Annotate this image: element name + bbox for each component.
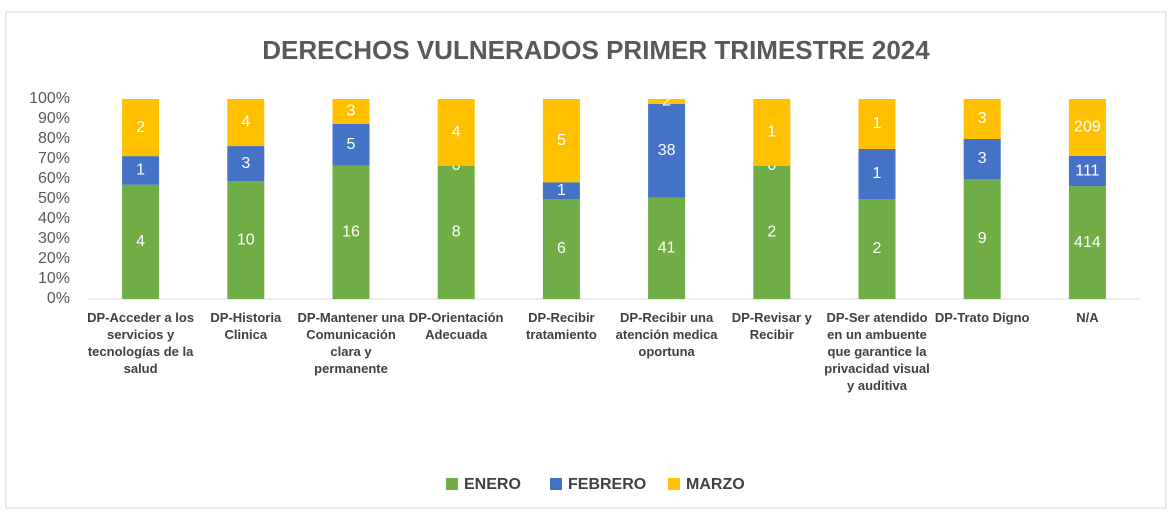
- x-tick-label: DP-Mantener una Comunicación clara y per…: [297, 310, 405, 376]
- x-tick-label-box: DP-Revisar y Recibir: [731, 310, 812, 342]
- data-label: 2: [136, 119, 145, 136]
- data-label: 9: [978, 230, 987, 247]
- bar-segment: [963, 179, 1001, 299]
- legend-label: ENERO: [464, 476, 521, 493]
- data-label: 4: [136, 233, 145, 250]
- bar-segment: [1068, 99, 1106, 156]
- x-tick-label: DP-Orientación Adecuada: [408, 310, 504, 342]
- bar-segment: [858, 99, 896, 149]
- data-label: 1: [767, 124, 776, 141]
- x-tick-label-box: N/A: [1076, 310, 1099, 325]
- bar-segment: [332, 124, 370, 166]
- y-tick-label: 0%: [47, 290, 70, 307]
- data-label: 3: [978, 110, 987, 127]
- data-label: 1: [136, 162, 145, 179]
- bar-segment: [648, 103, 686, 198]
- bar-segment: [227, 99, 265, 147]
- data-label: 209: [1074, 119, 1101, 136]
- bar-segment: [963, 99, 1001, 139]
- x-tick-label-box: DP-Trato Digno: [934, 310, 1030, 325]
- data-label: 41: [658, 240, 676, 257]
- x-tick-label: N/A: [1076, 310, 1099, 325]
- legend-swatch: [668, 478, 680, 490]
- data-label: 1: [873, 115, 882, 132]
- bar-segment: [542, 199, 580, 299]
- data-label: 3: [978, 150, 987, 167]
- legend-label: FEBRERO: [568, 476, 646, 493]
- bar-segment: [122, 99, 160, 157]
- x-tick-label-box: DP-Mantener una Comunicación clara y per…: [297, 310, 405, 376]
- x-tick-label-box: DP-Recibir tratamiento: [525, 310, 597, 342]
- data-label: 5: [557, 132, 566, 149]
- data-label: 1: [873, 165, 882, 182]
- data-label: 1: [557, 182, 566, 199]
- bar-segment: [437, 165, 475, 299]
- x-tick-label-box: DP-Ser atendido en un ambuente que garan…: [824, 310, 930, 393]
- data-label: 4: [241, 114, 250, 131]
- legend-swatch: [446, 478, 458, 490]
- y-tick-label: 50%: [38, 190, 70, 207]
- x-tick-label-box: DP-Recibir una atención medica oportuna: [615, 310, 718, 359]
- data-label: 6: [557, 240, 566, 257]
- bar-segment: [332, 165, 370, 299]
- data-label: 38: [658, 142, 676, 159]
- bar-segment: [227, 181, 265, 299]
- y-tick-label: 70%: [38, 150, 70, 167]
- bar-segment: [753, 99, 791, 166]
- bar-segment: [437, 99, 475, 166]
- bar-segment: [1068, 186, 1106, 299]
- bar-segment: [542, 182, 580, 199]
- data-label: 8: [452, 224, 461, 241]
- bar-segment: [858, 199, 896, 299]
- bar-segment: [542, 99, 580, 183]
- y-tick-label: 90%: [38, 110, 70, 127]
- data-label: 414: [1074, 234, 1101, 251]
- legend-swatch: [550, 478, 562, 490]
- data-label: 111: [1075, 162, 1099, 179]
- x-tick-label: DP-Trato Digno: [934, 310, 1030, 325]
- chart-title: DERECHOS VULNERADOS PRIMER TRIMESTRE 202…: [262, 35, 930, 65]
- x-tick-label: DP-Ser atendido en un ambuente que garan…: [824, 310, 930, 393]
- x-tick-label-box: DP-Historia Clinica: [210, 310, 282, 342]
- y-tick-label: 100%: [29, 90, 70, 107]
- data-label: 3: [241, 155, 250, 172]
- x-tick-label-box: DP-Acceder a los servicios y tecnologías…: [87, 310, 195, 376]
- x-tick-label: DP-Historia Clinica: [210, 310, 282, 342]
- x-tick-label: DP-Acceder a los servicios y tecnologías…: [87, 310, 195, 376]
- data-label: 4: [452, 124, 461, 141]
- bar-segment: [122, 184, 160, 299]
- bar-segment: [648, 99, 686, 104]
- y-tick-label: 60%: [38, 170, 70, 187]
- bar-segment: [1068, 155, 1106, 187]
- data-label: 10: [237, 231, 255, 248]
- data-label: 5: [347, 136, 356, 153]
- y-tick-label: 40%: [38, 210, 70, 227]
- y-tick-label: 80%: [38, 130, 70, 147]
- data-label: 3: [347, 103, 356, 120]
- y-tick-label: 10%: [38, 270, 70, 287]
- bar-segment: [858, 149, 896, 199]
- bar-segment: [648, 197, 686, 299]
- y-tick-label: 20%: [38, 250, 70, 267]
- x-tick-label: DP-Revisar y Recibir: [731, 310, 812, 342]
- x-tick-label-box: DP-Orientación Adecuada: [408, 310, 504, 342]
- bar-segment: [963, 139, 1001, 179]
- bar-segment: [227, 146, 265, 182]
- x-tick-label: DP-Recibir tratamiento: [525, 310, 597, 342]
- y-tick-label: 30%: [38, 230, 70, 247]
- bar-segment: [753, 165, 791, 299]
- data-label: 2: [662, 93, 671, 110]
- data-label: 2: [767, 224, 776, 241]
- bar-segment: [332, 99, 370, 124]
- legend-label: MARZO: [686, 476, 745, 493]
- data-label: 16: [342, 224, 360, 241]
- x-tick-label: DP-Recibir una atención medica oportuna: [615, 310, 718, 359]
- bar-segment: [122, 156, 160, 185]
- data-label: 2: [873, 240, 882, 257]
